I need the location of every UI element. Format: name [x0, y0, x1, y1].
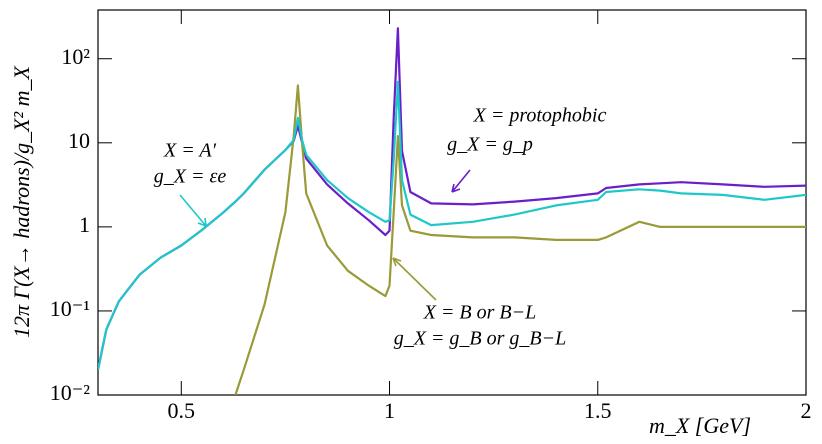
y-tick-label: 10⁻¹ [50, 296, 90, 321]
y-tick-label: 10 [68, 128, 90, 153]
x-tick-label: 2 [801, 398, 812, 423]
annotation: g_X = g_B or g_B−L [394, 328, 567, 350]
x-tick-label: 0.5 [168, 398, 196, 423]
y-tick-label: 1 [79, 212, 90, 237]
annotation: g_X = g_p [447, 134, 533, 156]
x-tick-label: 1 [384, 398, 395, 423]
annotation-arrows [179, 169, 471, 301]
plot-frame [97, 9, 807, 396]
annotation: X = protophobic [473, 105, 607, 127]
annotation: X = B or B−L [423, 302, 537, 324]
x-tick-label: 1.5 [584, 398, 612, 423]
arrow [451, 169, 471, 193]
x-axis-label: m_X [GeV] [649, 413, 751, 438]
arrow [392, 257, 437, 301]
series-line [98, 80, 806, 370]
y-axis-label: 12π Γ(X→ hadrons)/g_X² m_X [9, 64, 34, 337]
annotation: g_X = εe [154, 166, 227, 188]
series-line [234, 84, 806, 395]
y-tick-label: 10² [61, 44, 90, 69]
y-tick-label: 10⁻² [50, 380, 91, 405]
arrow [179, 194, 207, 227]
annotation: X = A′ [163, 140, 217, 162]
